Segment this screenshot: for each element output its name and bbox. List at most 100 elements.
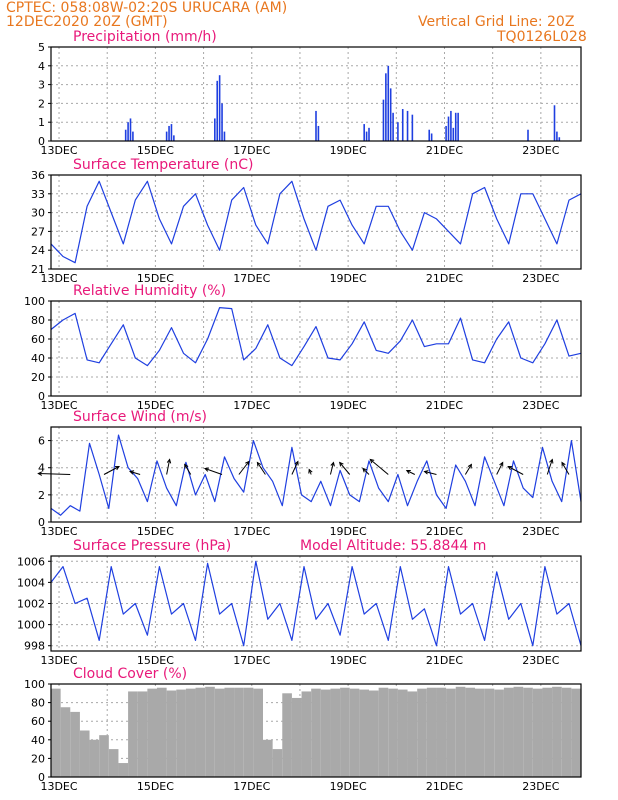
precipitation-xtick: 19DEC (330, 144, 367, 157)
cloud-bar (166, 690, 177, 777)
precip-bar (445, 125, 447, 141)
wind-vector-head (245, 460, 250, 466)
wind-vector (362, 468, 370, 475)
cloud-cover-ytick: 80 (31, 697, 45, 710)
cloud-bar (99, 735, 109, 777)
precip-bar (457, 112, 459, 141)
cloud-bar (523, 687, 533, 777)
cloud-bar (205, 686, 215, 777)
wind-vector-head (203, 467, 210, 472)
pressure-xtick: 17DEC (233, 654, 270, 667)
pressure-ytick: 1002 (17, 598, 45, 611)
precipitation-xtick: 23DEC (522, 144, 559, 157)
precip-bar (385, 73, 387, 141)
humidity-line (50, 307, 582, 367)
precip-bar (558, 137, 561, 141)
humidity-ytick: 0 (38, 390, 45, 403)
humidity-xtick: 17DEC (233, 399, 270, 412)
pressure-title: Surface Pressure (hPa) (73, 538, 231, 554)
wind-vector (496, 462, 504, 475)
cloud-bar (157, 687, 167, 777)
cloud-bar (214, 688, 225, 777)
precip-bar (556, 131, 558, 141)
temperature-ytick: 36 (31, 169, 45, 182)
cloud-bar (475, 688, 485, 777)
cloud-cover-ytick: 100 (24, 678, 45, 691)
wind-vector (369, 459, 389, 475)
wind-ytick: 0 (38, 516, 45, 529)
wind-vector-head (549, 458, 554, 464)
wind-vector-head (467, 463, 472, 469)
header-datetime: 12DEC2020 20Z (GMT) (6, 14, 168, 30)
precip-bar (430, 133, 433, 141)
cloud-bar (108, 749, 119, 777)
wind-vector-head (129, 470, 135, 475)
cloud-bar (311, 688, 321, 777)
cloud-bar (330, 688, 341, 777)
wind-vector (329, 462, 334, 475)
wind-vector (424, 471, 437, 475)
wind-xtick: 21DEC (426, 525, 463, 538)
precip-bar (223, 131, 226, 141)
cloud-bar (397, 689, 408, 777)
cloud-bar (417, 688, 427, 777)
cloud-bar (60, 707, 71, 777)
wind-vector (339, 462, 351, 475)
humidity-xtick: 19DEC (330, 399, 367, 412)
humidity-xtick: 15DEC (137, 399, 174, 412)
pressure-ytick: 998 (24, 640, 45, 653)
cloud-bar (532, 688, 543, 777)
cloud-cover-frame (50, 683, 582, 778)
wind-vector (38, 473, 71, 475)
precip-bar (168, 125, 170, 141)
precip-bar (221, 103, 223, 141)
cloud-bar (272, 749, 283, 777)
cloud-bar (89, 739, 100, 777)
wind-vector (129, 471, 141, 475)
precip-bar (392, 112, 394, 141)
wind-vector-head (499, 461, 504, 467)
humidity-ytick: 60 (31, 333, 45, 346)
precip-bar (401, 109, 404, 141)
precip-bar (411, 114, 414, 141)
precip-bar (170, 124, 173, 141)
pressure-ytick: 1004 (17, 576, 45, 589)
cloud-cover-title: Cloud Cover (%) (73, 666, 187, 682)
precip-bar (165, 131, 168, 141)
temperature-ytick: 24 (31, 244, 45, 257)
cloud-bar (118, 763, 129, 777)
precip-bar (428, 129, 431, 141)
cloud-cover-ytick: 40 (31, 734, 45, 747)
precip-bar (452, 127, 455, 141)
humidity-xtick: 21DEC (426, 399, 463, 412)
cloud-bar (234, 687, 244, 777)
pressure-xtick: 19DEC (330, 654, 367, 667)
cloud-bar (253, 688, 263, 777)
cloud-bar (436, 687, 447, 777)
cloud-bar (195, 687, 206, 777)
pressure-ytick: 1000 (17, 619, 45, 632)
cloud-bar (340, 687, 350, 777)
precip-bar (553, 105, 556, 141)
precip-bar (387, 65, 390, 141)
wind-vector (546, 459, 553, 475)
humidity-xtick: 23DEC (522, 399, 559, 412)
wind-vector-head (166, 458, 172, 464)
temperature-frame (50, 174, 582, 270)
cloud-bar (137, 691, 148, 777)
pressure-xtick: 15DEC (137, 654, 174, 667)
cloud-bar (369, 690, 379, 777)
cloud-bar (291, 697, 302, 777)
temperature-xtick: 23DEC (522, 272, 559, 285)
cloud-cover-ytick: 60 (31, 715, 45, 728)
cloud-bar (552, 686, 562, 777)
humidity-xtick: 13DEC (40, 399, 77, 412)
cloud-bar (494, 689, 504, 777)
wind-vector (561, 462, 570, 475)
cloud-bar (263, 739, 273, 777)
cloud-bar (147, 688, 157, 777)
precip-bar (527, 129, 529, 141)
precip-bar (129, 118, 132, 141)
precipitation-frame (50, 46, 582, 142)
precipitation-ytick: 5 (38, 41, 45, 54)
